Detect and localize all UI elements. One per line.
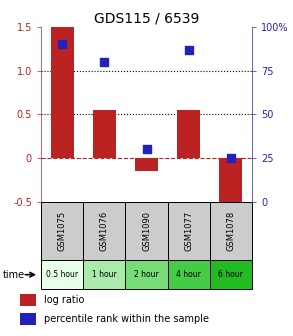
Bar (168, 202, 210, 260)
Text: GSM1076: GSM1076 (100, 211, 109, 251)
Bar (41, 260, 83, 289)
Bar (83, 260, 125, 289)
Bar (83, 202, 125, 260)
Bar (210, 260, 252, 289)
Text: GSM1090: GSM1090 (142, 211, 151, 251)
Point (60, 42, 64, 47)
Bar (41, 202, 83, 260)
Text: percentile rank within the sample: percentile rank within the sample (44, 314, 209, 324)
Bar (168, 260, 210, 289)
Text: GSM1075: GSM1075 (58, 211, 67, 251)
Bar (93, 110, 116, 158)
Bar (50, 27, 74, 158)
Title: GDS115 / 6539: GDS115 / 6539 (94, 12, 199, 26)
Point (229, 155, 233, 161)
Bar (219, 158, 243, 210)
Text: 0.5 hour: 0.5 hour (46, 270, 78, 279)
Text: GSM1077: GSM1077 (184, 211, 193, 251)
Text: 2 hour: 2 hour (134, 270, 159, 279)
Text: 6 hour: 6 hour (219, 270, 243, 279)
Text: time: time (3, 270, 25, 280)
Point (102, 59, 107, 65)
Bar (210, 202, 252, 260)
Bar (135, 158, 158, 171)
Point (144, 146, 149, 152)
Bar (177, 110, 200, 158)
Text: log ratio: log ratio (44, 295, 84, 305)
Text: 4 hour: 4 hour (176, 270, 201, 279)
Bar (20, 313, 36, 325)
Bar (20, 294, 36, 306)
Bar (125, 260, 168, 289)
Bar (125, 202, 168, 260)
Text: GSM1078: GSM1078 (226, 211, 235, 251)
Point (186, 47, 191, 52)
Text: 1 hour: 1 hour (92, 270, 117, 279)
